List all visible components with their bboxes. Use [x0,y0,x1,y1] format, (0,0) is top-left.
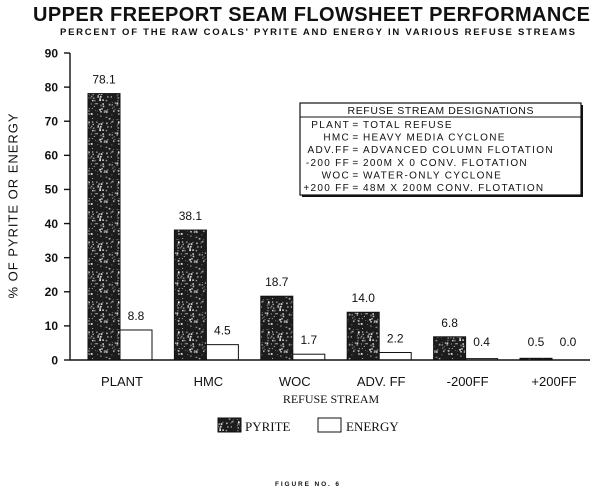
bar-pyrite-minus-200ff [433,336,467,361]
designation-equals: = [352,183,359,194]
bar-energy-woc [292,353,326,361]
designation-description: 200M X 0 CONV. FLOTATION [363,158,528,169]
y-tick-label-10: 10 [45,319,59,333]
bar-energy-plant [119,329,153,361]
y-tick-label-30: 30 [45,251,59,265]
bar-energy-adv-ff [378,351,412,361]
designation-abbr: ADV.FF [308,145,350,156]
y-axis-label: % OF PYRITE OR ENERGY [6,113,21,298]
x-axis-label: REFUSE STREAM [283,392,380,406]
plot-area: 0 10 20 30 40 50 60 70 80 90 78.1 8.8 38.1 4.5 18.7 1.… [45,46,590,389]
designation-equals: = [352,145,359,156]
x-category-label-minus-200ff: -200FF [447,374,489,389]
y-axis-ticks: 0 10 20 30 40 50 60 70 80 90 [45,46,70,367]
data-labels: 78.1 8.8 38.1 4.5 18.7 1.7 14.0 2.2 6.8 0.4 0.5 0.0 [92,73,576,349]
designation-equals: = [352,170,359,181]
designations-box-frame [299,102,582,196]
designation-description: WATER-ONLY CYCLONE [363,170,502,181]
data-label-pyrite-hmc: 38.1 [179,209,203,223]
data-label-energy-minus-200ff: 0.4 [473,335,490,349]
designations-box: REFUSE STREAM DESIGNATIONS PLANT = TOTAL R… [299,102,583,197]
data-label-pyrite-plus-200ff: 0.5 [528,335,545,349]
designation-abbr: +200 FF [303,183,350,194]
designation-row-hmc: HMC = HEAVY MEDIA CYCLONE [323,133,506,144]
bar-pyrite-hmc [173,229,207,361]
x-axis-categories: PLANT HMC WOC ADV. FF -200FF +200FF [101,374,577,389]
designation-abbr: -200 FF [306,158,350,169]
data-label-pyrite-plant: 78.1 [92,73,116,87]
data-label-pyrite-adv-ff: 14.0 [352,291,376,305]
designation-equals: = [352,133,359,144]
designation-row-plus-200-ff: +200 FF = 48M X 200M CONV. FLOTATION [303,183,544,194]
data-label-energy-plus-200ff: 0.0 [560,335,577,349]
x-category-label-adv-ff: ADV. FF [357,374,406,389]
data-label-energy-hmc: 4.5 [214,324,231,338]
designation-row-plant: PLANT = TOTAL REFUSE [311,120,453,131]
x-category-label-woc: WOC [279,374,311,389]
designation-row-minus-200-ff: -200 FF = 200M X 0 CONV. FLOTATION [306,158,528,169]
designation-description: 48M X 200M CONV. FLOTATION [363,183,544,194]
designation-abbr: HMC [323,133,350,144]
x-category-label-plant: PLANT [101,374,143,389]
y-tick-label-0: 0 [51,353,58,367]
data-label-pyrite-woc: 18.7 [265,275,289,289]
y-tick-label-60: 60 [45,149,59,163]
x-category-label-hmc: HMC [194,374,224,389]
designation-equals: = [352,158,359,169]
legend-swatch-energy [317,417,342,433]
legend: PYRITE ENERGY [217,417,399,434]
legend-swatch-pyrite [217,417,242,433]
y-tick-label-70: 70 [45,115,59,129]
legend-label-pyrite: PYRITE [245,419,291,434]
figure-label: FIGURE NO. 6 [275,481,339,488]
designation-description: TOTAL REFUSE [363,120,453,131]
data-label-energy-woc: 1.7 [300,333,317,347]
bars [87,93,553,361]
designation-abbr: PLANT [311,120,350,131]
bar-pyrite-woc [260,295,294,361]
data-label-pyrite-minus-200ff: 6.8 [441,316,458,330]
designation-description: HEAVY MEDIA CYCLONE [363,133,506,144]
chart-title: UPPER FREEPORT SEAM FLOWSHEET PERFORMANC… [33,4,590,26]
y-tick-label-50: 50 [45,183,59,197]
designation-abbr: WOC [322,170,350,181]
chart-subtitle: PERCENT OF THE RAW COALS' PYRITE AND ENE… [60,27,575,38]
y-tick-label-80: 80 [45,80,59,94]
bar-pyrite-adv-ff [346,311,380,361]
bar-pyrite-plant [87,93,121,361]
data-label-energy-adv-ff: 2.2 [387,331,404,345]
designation-row-adv-ff: ADV.FF = ADVANCED COLUMN FLOTATION [308,145,554,156]
designation-row-woc: WOC = WATER-ONLY CYCLONE [322,170,502,181]
designation-equals: = [352,120,359,131]
y-tick-label-20: 20 [45,285,59,299]
data-label-energy-plant: 8.8 [128,309,145,323]
legend-label-energy: ENERGY [346,419,399,434]
y-tick-label-90: 90 [45,46,59,60]
designation-description: ADVANCED COLUMN FLOTATION [363,145,554,156]
x-category-label-plus-200ff: +200FF [531,374,576,389]
designations-header: REFUSE STREAM DESIGNATIONS [348,105,534,117]
y-tick-label-40: 40 [45,217,59,231]
bar-energy-hmc [205,344,239,361]
